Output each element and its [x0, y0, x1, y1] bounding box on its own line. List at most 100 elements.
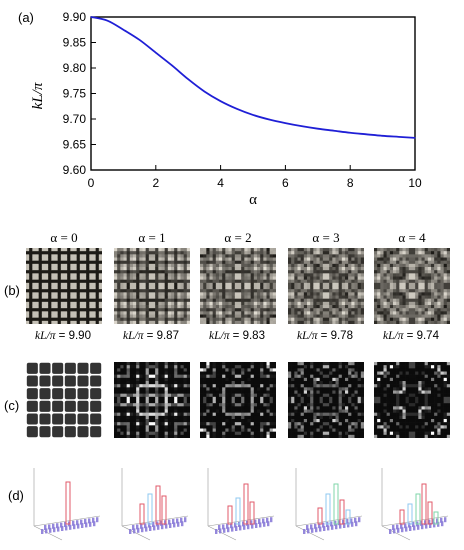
intensity-pattern [26, 248, 102, 324]
pattern-pixel [269, 396, 274, 401]
pattern-pixel [177, 305, 181, 309]
pattern-pixel [222, 260, 226, 265]
pattern-pixel [389, 393, 394, 398]
pattern-pixel [126, 406, 131, 410]
pattern-pixel [51, 292, 55, 296]
pattern-pixel [257, 263, 261, 268]
pattern-pixel [219, 254, 223, 258]
pattern-pixel [167, 298, 172, 303]
pattern-pixel [222, 365, 226, 369]
pattern-pixel [183, 282, 188, 287]
pattern-pixel [405, 308, 410, 312]
pattern-pixel [313, 381, 317, 385]
pattern-pixel [238, 406, 242, 410]
pattern-pixel [35, 254, 39, 258]
pattern-pixel [177, 267, 181, 271]
pattern-pixel [412, 292, 416, 296]
pattern-pixel [67, 308, 71, 312]
pattern-pixel [158, 396, 162, 401]
pattern-pixel [70, 273, 74, 277]
pattern-pixel [98, 260, 102, 265]
pattern-pixel [139, 428, 143, 432]
pattern-pixel [294, 248, 298, 252]
pattern-pixel [186, 267, 190, 271]
pattern-pixel [386, 362, 391, 366]
pattern-pixel [26, 263, 30, 268]
pattern-pixel [206, 415, 210, 420]
k-label: kL/π = 9.90 [18, 330, 108, 342]
pattern-pixel [126, 431, 131, 436]
pattern-pixel [155, 412, 159, 417]
pattern-pixel [360, 317, 364, 322]
pattern-pixel [234, 257, 239, 261]
pattern-pixel [152, 317, 156, 322]
pattern-pixel [250, 248, 255, 252]
pattern-pixel [405, 393, 410, 398]
pattern-pixel [446, 257, 450, 261]
pattern-pixel [92, 282, 96, 287]
pattern-pixel [332, 292, 336, 296]
pattern-pixel [148, 431, 153, 436]
pattern-pixel [408, 267, 413, 271]
pattern-pixel [98, 282, 102, 287]
pattern-pixel [139, 371, 143, 375]
pattern-pixel [380, 400, 384, 404]
pattern-pixel [269, 384, 274, 388]
pattern-pixel [70, 311, 74, 315]
pattern-pixel [200, 270, 204, 274]
pattern-pixel [120, 260, 124, 265]
pattern-pixel [310, 298, 314, 303]
pattern-pixel [253, 254, 258, 258]
grid-square [52, 375, 64, 387]
pattern-pixel [98, 314, 102, 318]
pattern-pixel [41, 289, 46, 293]
pattern-pixel [266, 381, 270, 385]
pattern-pixel [180, 425, 184, 429]
pattern-pixel [241, 374, 245, 379]
pattern-pixel [215, 396, 220, 401]
pattern-pixel [389, 406, 394, 410]
pattern-pixel [313, 374, 317, 379]
pattern-pixel [219, 400, 223, 404]
pattern-pixel [345, 412, 349, 417]
pattern-pixel [316, 393, 320, 398]
pattern-pixel [222, 289, 226, 293]
pattern-pixel [319, 403, 324, 407]
pattern-pixel [244, 365, 248, 369]
data-point [365, 133, 367, 135]
pattern-pixel [148, 406, 153, 410]
pattern-pixel [257, 377, 261, 382]
pattern-pixel [123, 425, 127, 429]
pattern-pixel [288, 295, 292, 299]
pattern-pixel [38, 257, 43, 261]
pattern-pixel [152, 412, 156, 417]
pattern-pixel [266, 308, 270, 312]
pattern-pixel [158, 387, 162, 391]
pattern-pixel [326, 403, 330, 407]
pattern-pixel [260, 305, 264, 309]
pattern-pixel [418, 254, 422, 258]
pattern-pixel [329, 320, 333, 324]
pattern-pixel [431, 320, 435, 324]
pattern-pixel [164, 305, 169, 309]
pattern-pixel [200, 308, 204, 312]
pattern-pixel [360, 273, 364, 277]
pattern-pixel [64, 263, 68, 268]
pattern-pixel [145, 273, 150, 277]
pattern-pixel [234, 286, 239, 290]
pattern-pixel [402, 282, 406, 287]
pattern-pixel [377, 276, 381, 280]
pattern-pixel [247, 362, 251, 366]
pattern-pixel [440, 267, 444, 271]
pattern-pixel [269, 393, 274, 398]
pattern-pixel [244, 419, 248, 423]
pattern-pixel [272, 273, 276, 277]
pattern-pixel [139, 377, 143, 382]
pattern-pixel [443, 292, 448, 296]
pattern-pixel [326, 295, 330, 299]
pattern-pixel [152, 393, 156, 398]
pattern-pixel [79, 270, 84, 274]
pattern-pixel [434, 317, 438, 322]
pattern-pixel [354, 286, 358, 290]
pattern-pixel [180, 365, 184, 369]
